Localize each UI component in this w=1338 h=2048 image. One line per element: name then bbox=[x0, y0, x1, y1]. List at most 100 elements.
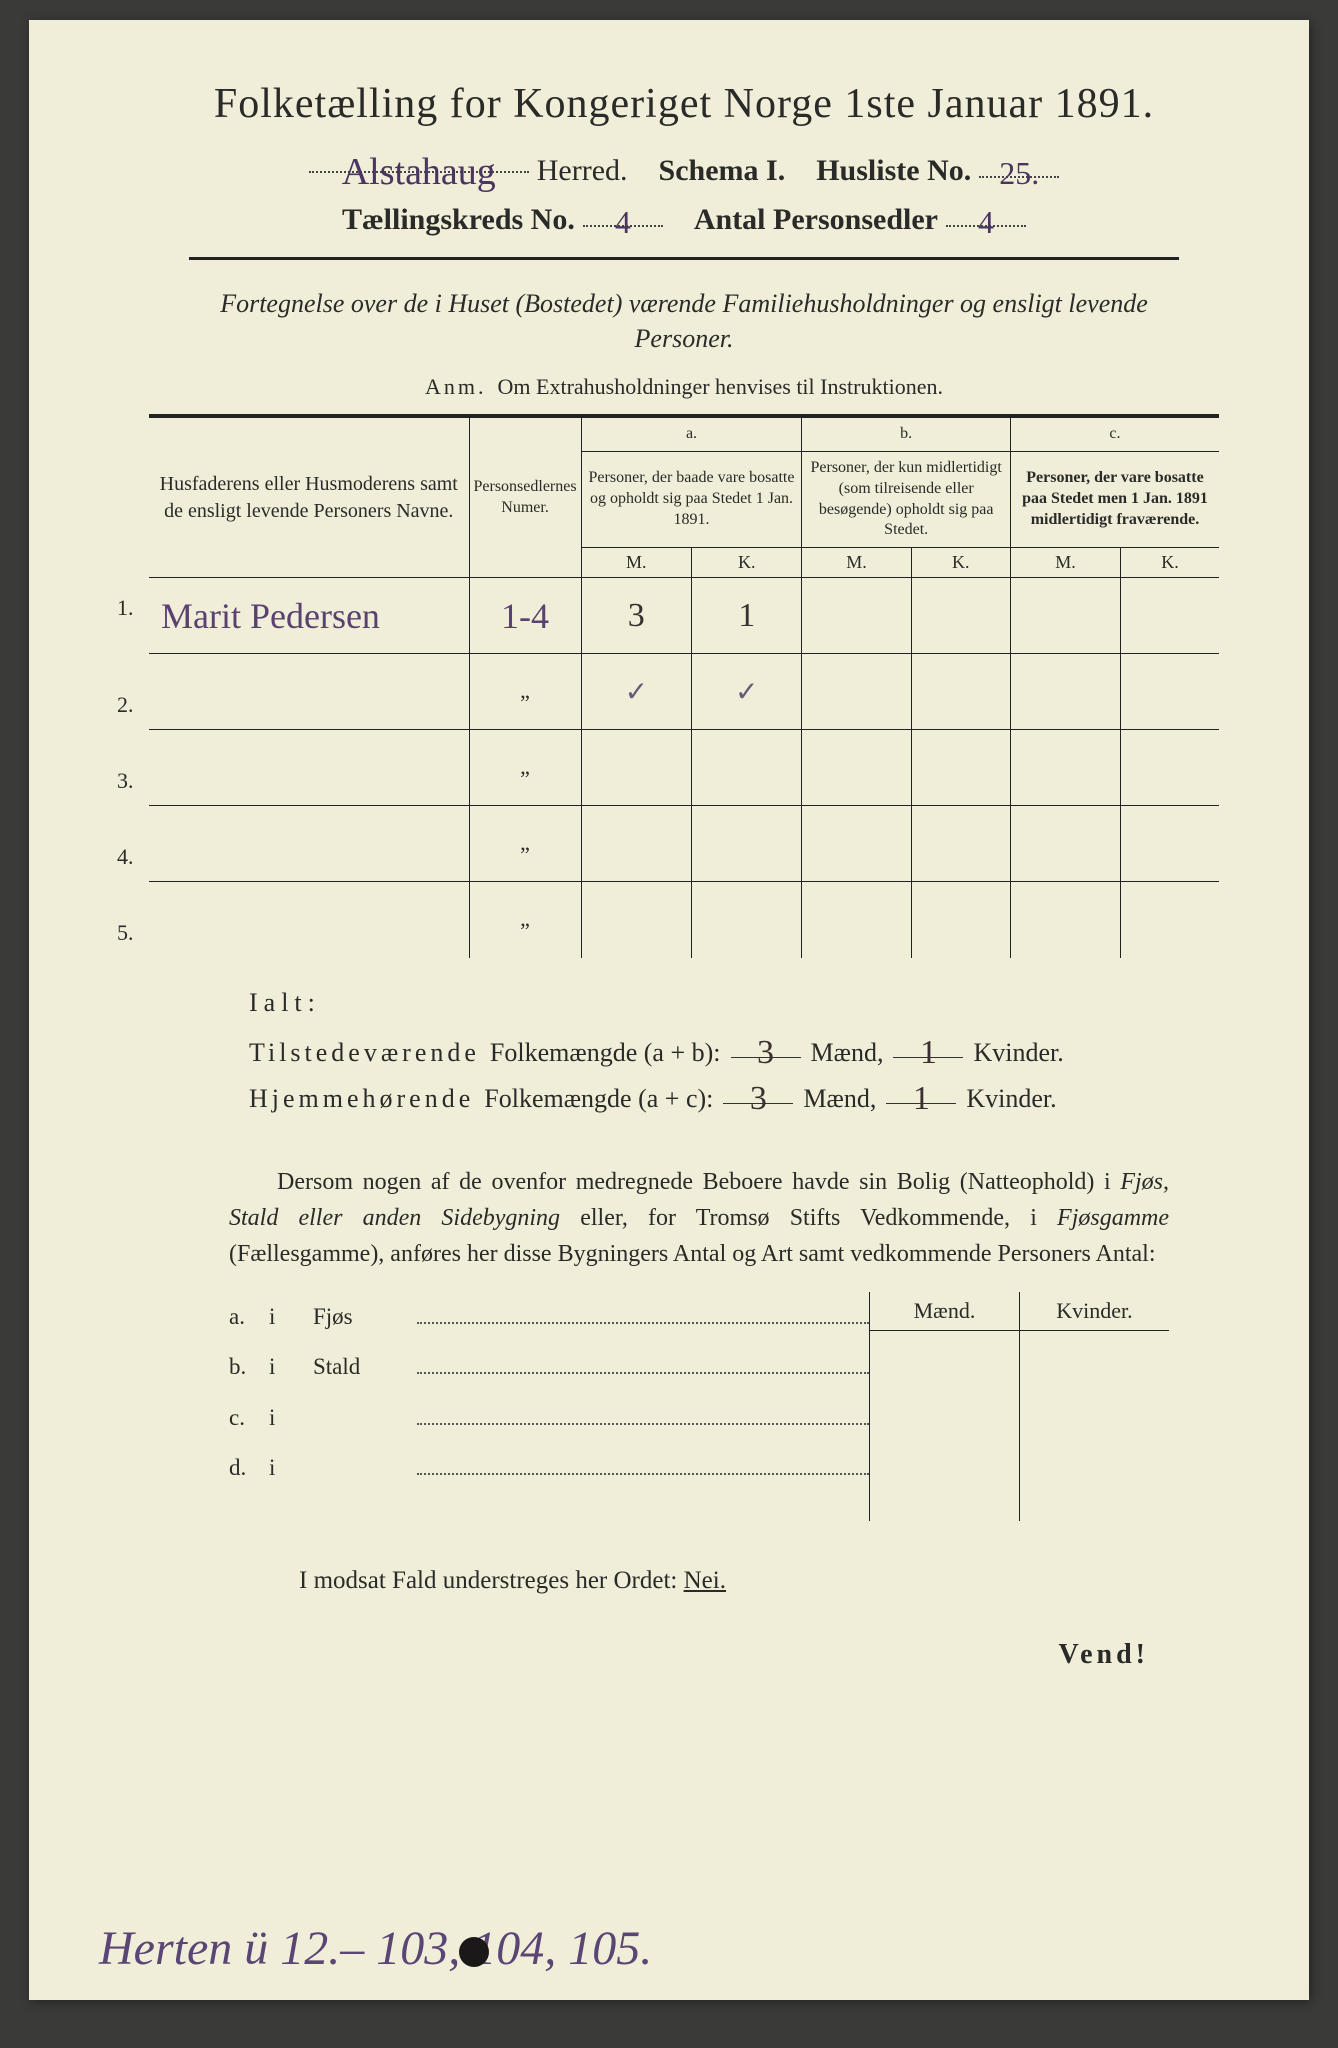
vend-label: Vend! bbox=[149, 1639, 1149, 1671]
row-c-m bbox=[1010, 806, 1120, 882]
br-dots bbox=[417, 1459, 869, 1475]
br-letter: a. bbox=[229, 1292, 255, 1343]
census-form-page: Folketælling for Kongeriget Norge 1ste J… bbox=[29, 20, 1309, 2000]
anm-prefix: Anm. bbox=[425, 374, 487, 399]
row-sedler: „ bbox=[469, 654, 581, 730]
row-c-m bbox=[1010, 882, 1120, 958]
subtitle-text: Fortegnelse over de i Huset (Bostedet) v… bbox=[209, 286, 1159, 356]
building-table: a.iFjøsb.iStaldc.id.i Mænd. Kvinder. bbox=[229, 1292, 1169, 1521]
row-c-k bbox=[1120, 882, 1219, 958]
br-letter: b. bbox=[229, 1342, 255, 1393]
husliste-label: Husliste No. bbox=[816, 154, 971, 188]
col-names-header: Husfaderens eller Husmoderens samt de en… bbox=[149, 416, 469, 577]
bt-kvinder-cell bbox=[1020, 1331, 1169, 1521]
ialt-r2m-field: 3 bbox=[723, 1078, 793, 1104]
bt-kvinder-hdr: Kvinder. bbox=[1020, 1292, 1169, 1330]
row-b-m bbox=[802, 578, 911, 654]
ink-blot-icon bbox=[459, 1937, 489, 1967]
col-c-label: c. bbox=[1010, 416, 1219, 451]
row-a-m: 3 bbox=[581, 578, 691, 654]
row-sedler: 1-4 bbox=[469, 578, 581, 654]
row-name-hw: Marit Pedersen bbox=[161, 596, 380, 636]
col-a-k: K. bbox=[692, 548, 802, 578]
building-row: b. i Stald bbox=[229, 1342, 869, 1393]
col-b-k: K. bbox=[911, 548, 1010, 578]
row-c-k bbox=[1120, 578, 1219, 654]
row-b-k bbox=[911, 578, 1010, 654]
husliste-field: 25. bbox=[979, 151, 1059, 178]
row-b-k bbox=[911, 654, 1010, 730]
ialt-row-present: Tilstedeværende Folkemængde (a + b): 3 M… bbox=[249, 1032, 1159, 1068]
br-word: Stald bbox=[313, 1342, 403, 1393]
col-b-text: Personer, der kun midlertidigt (som tilr… bbox=[802, 451, 1011, 547]
col-sedler-header: Personsedlernes Numer. bbox=[469, 416, 581, 577]
schema-label: Schema I. bbox=[659, 154, 786, 188]
row-a-k: 1 bbox=[692, 578, 802, 654]
ialt-r2m: 3 bbox=[750, 1080, 767, 1117]
br-word: Fjøs bbox=[313, 1292, 403, 1343]
br-i: i bbox=[269, 1342, 299, 1393]
ialt-r2k-field: 1 bbox=[886, 1078, 956, 1104]
row-number: 1. bbox=[117, 595, 134, 621]
nei-word: Nei. bbox=[684, 1567, 726, 1594]
table-row-name: 3. bbox=[149, 730, 469, 806]
ialt-r1m: 3 bbox=[757, 1034, 774, 1071]
ialt-r1k-field: 1 bbox=[893, 1032, 963, 1058]
ialt-r1k: 1 bbox=[920, 1034, 937, 1071]
br-i: i bbox=[269, 1292, 299, 1343]
ialt-label: Ialt: bbox=[249, 988, 1159, 1018]
row-number: 4. bbox=[117, 844, 134, 870]
header-line-herred: Alstahaug Herred. Schema I. Husliste No.… bbox=[149, 146, 1219, 188]
col-a-text: Personer, der baade vare bosatte og opho… bbox=[581, 451, 802, 547]
kreds-label: Tællingskreds No. bbox=[342, 203, 575, 237]
col-c-k: K. bbox=[1120, 548, 1219, 578]
row-c-m bbox=[1010, 578, 1120, 654]
totals-block: Ialt: Tilstedeværende Folkemængde (a + b… bbox=[249, 988, 1159, 1114]
row-b-m bbox=[802, 730, 911, 806]
row-b-m bbox=[802, 806, 911, 882]
col-c-m: M. bbox=[1010, 548, 1120, 578]
kreds-field: 4 bbox=[583, 200, 663, 227]
row-c-m bbox=[1010, 730, 1120, 806]
anm-text: Om Extrahusholdninger henvises til Instr… bbox=[498, 374, 943, 399]
row-b-m bbox=[802, 882, 911, 958]
table-row-name: 4. bbox=[149, 806, 469, 882]
row-sedler: „ bbox=[469, 806, 581, 882]
ialt-maend2: Mænd, bbox=[803, 1084, 876, 1114]
row-number: 3. bbox=[117, 768, 134, 794]
building-row: d.i bbox=[229, 1443, 869, 1494]
br-dots bbox=[417, 1409, 869, 1425]
ialt-kvinder: Kvinder. bbox=[973, 1038, 1063, 1068]
divider-rule bbox=[189, 257, 1179, 260]
bottom-handwriting: Herten ü 12.– 103, 104, 105. bbox=[99, 1921, 1249, 1976]
household-table: Husfaderens eller Husmoderens samt de en… bbox=[149, 414, 1219, 957]
ialt-r2k: 1 bbox=[913, 1080, 930, 1117]
table-row-name: 2. bbox=[149, 654, 469, 730]
br-dots bbox=[417, 1358, 869, 1374]
row-b-k bbox=[911, 882, 1010, 958]
herred-label: Herred. bbox=[537, 154, 628, 188]
ialt-r2b: Folkemængde (a + c): bbox=[484, 1084, 713, 1114]
bt-maend-cell bbox=[870, 1331, 1020, 1521]
table-row-name: 1.Marit Pedersen bbox=[149, 578, 469, 654]
annotation-line: Anm. Om Extrahusholdninger henvises til … bbox=[149, 374, 1219, 400]
row-a-m bbox=[581, 730, 691, 806]
br-letter: d. bbox=[229, 1443, 255, 1494]
col-c-text: Personer, der vare bosatte paa Stedet me… bbox=[1010, 451, 1219, 547]
table-row-name: 5. bbox=[149, 882, 469, 958]
row-c-k bbox=[1120, 806, 1219, 882]
row-a-k bbox=[692, 806, 802, 882]
row-number: 2. bbox=[117, 692, 134, 718]
row-a-m: ✓ bbox=[581, 654, 691, 730]
ialt-row-resident: Hjemmehørende Folkemængde (a + c): 3 Mæn… bbox=[249, 1078, 1159, 1114]
ialt-kvinder2: Kvinder. bbox=[966, 1084, 1056, 1114]
building-row: c.i bbox=[229, 1393, 869, 1444]
row-c-m bbox=[1010, 654, 1120, 730]
building-paragraph: Dersom nogen af de ovenfor medregnede Be… bbox=[229, 1164, 1169, 1272]
row-sedler: „ bbox=[469, 882, 581, 958]
row-a-m bbox=[581, 882, 691, 958]
col-a-m: M. bbox=[581, 548, 691, 578]
row-c-k bbox=[1120, 730, 1219, 806]
col-a-label: a. bbox=[581, 416, 802, 451]
modsat-line: I modsat Fald understreges her Ordet: Ne… bbox=[299, 1567, 1219, 1595]
